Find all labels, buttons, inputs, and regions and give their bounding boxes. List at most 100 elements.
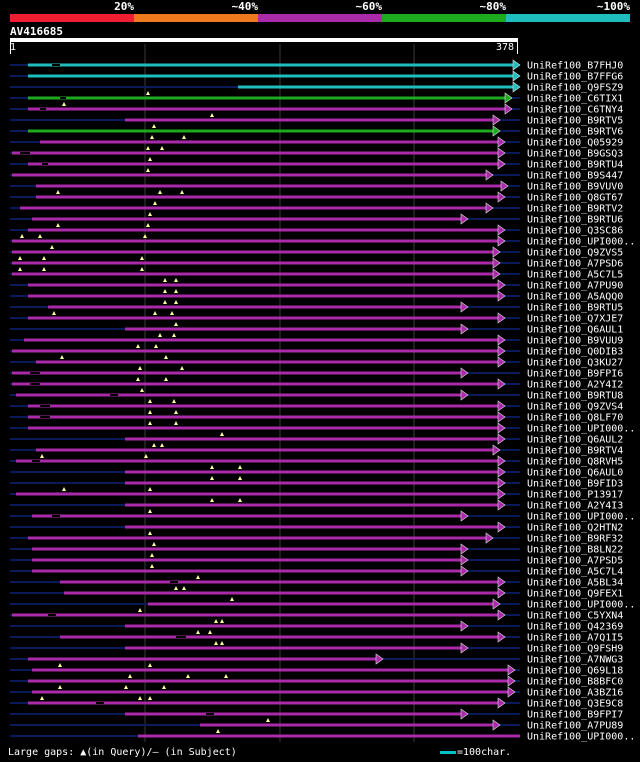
hit-row[interactable]: UniRef100_Q9ZVS4 [10, 399, 623, 413]
hit-row[interactable]: UniRef100_B9RTU8 [10, 388, 623, 402]
hit-label[interactable]: UniRef100_Q3SC86 [527, 226, 623, 237]
hit-label[interactable]: UniRef100_Q69L18 [527, 666, 623, 677]
hit-label[interactable]: UniRef100_Q3KU27 [527, 358, 623, 369]
hit-label[interactable]: UniRef100_UPI000.. [527, 732, 635, 743]
hit-row[interactable]: UniRef100_Q8RVH5 [10, 454, 623, 468]
hit-row[interactable]: UniRef100_A7PU89 [10, 718, 623, 732]
hit-label[interactable]: UniRef100_B9VUV0 [527, 182, 623, 193]
hit-label[interactable]: UniRef100_Q9ZVS4 [527, 402, 623, 413]
hit-row[interactable]: UniRef100_A5BL34 [10, 575, 623, 589]
hit-row[interactable]: UniRef100_Q6AUL1 [10, 322, 623, 336]
hit-label[interactable]: UniRef100_Q9FSH9 [527, 644, 623, 655]
hit-row[interactable]: UniRef100_Q9FSZ9 [10, 81, 623, 94]
hit-label[interactable]: UniRef100_A2Y4I3 [527, 501, 623, 512]
hit-row[interactable]: UniRef100_UPI000.. [10, 597, 635, 611]
hit-label[interactable]: UniRef100_UPI000.. [527, 237, 635, 248]
hit-row[interactable]: UniRef100_B9RTV6 [10, 124, 623, 138]
hit-row[interactable]: UniRef100_B9FPI7 [10, 708, 623, 721]
hit-label[interactable]: UniRef100_Q3E9C8 [527, 699, 623, 710]
hit-label[interactable]: UniRef100_C6TNY4 [527, 105, 623, 116]
hit-row[interactable]: UniRef100_UPI000.. [10, 509, 635, 523]
hit-label[interactable]: UniRef100_UPI000.. [527, 424, 635, 435]
hit-label[interactable]: UniRef100_B9RTV5 [527, 116, 623, 127]
hit-label[interactable]: UniRef100_A5AQQ0 [527, 292, 623, 303]
hit-row[interactable]: UniRef100_B9GSQ3 [10, 146, 623, 160]
hit-row[interactable]: UniRef100_UPI000.. [10, 729, 635, 743]
hit-row[interactable]: UniRef100_B7FFG6 [10, 70, 623, 83]
hit-row[interactable]: UniRef100_Q6AUL2 [10, 432, 623, 446]
hit-row[interactable]: UniRef100_Q8LF70 [10, 410, 623, 424]
hit-label[interactable]: UniRef100_A5BL34 [527, 578, 623, 589]
hit-row[interactable]: UniRef100_B8LN22 [10, 542, 623, 556]
hit-label[interactable]: UniRef100_A7PSD6 [527, 259, 623, 270]
hit-row[interactable]: UniRef100_Q9FSH9 [10, 641, 623, 655]
hit-label[interactable]: UniRef100_B8BFC0 [527, 677, 623, 688]
hit-label[interactable]: UniRef100_Q9ZVS5 [527, 248, 623, 259]
hit-row[interactable]: UniRef100_UPI000.. [10, 421, 635, 435]
hit-label[interactable]: UniRef100_UPI000.. [527, 512, 635, 523]
hit-row[interactable]: UniRef100_A2Y4I2 [10, 377, 623, 391]
hit-row[interactable]: UniRef100_B9S447 [10, 168, 623, 182]
hit-label[interactable]: UniRef100_Q8RVH5 [527, 457, 623, 468]
hit-label[interactable]: UniRef100_B9RTU4 [527, 160, 623, 171]
hit-label[interactable]: UniRef100_A2Y4I2 [527, 380, 623, 391]
hit-row[interactable]: UniRef100_Q6AUL0 [10, 465, 623, 479]
hit-label[interactable]: UniRef100_C6TIX1 [527, 94, 623, 105]
hit-label[interactable]: UniRef100_A3BZ16 [527, 688, 623, 699]
hit-row[interactable]: UniRef100_Q7XJE7 [10, 311, 623, 325]
hit-label[interactable]: UniRef100_Q7XJE7 [527, 314, 623, 325]
hit-label[interactable]: UniRef100_A7NWG3 [527, 655, 623, 666]
hit-label[interactable]: UniRef100_B9RTV4 [527, 446, 623, 457]
hit-row[interactable]: UniRef100_C6TNY4 [10, 102, 623, 116]
hit-row[interactable]: UniRef100_B9FID3 [10, 476, 623, 490]
hit-row[interactable]: UniRef100_Q42369 [10, 619, 623, 633]
hit-label[interactable]: UniRef100_Q8GT67 [527, 193, 623, 204]
hit-label[interactable]: UniRef100_B8LN22 [527, 545, 623, 556]
hit-label[interactable]: UniRef100_B9RTV6 [527, 127, 623, 138]
hit-row[interactable]: UniRef100_A7PSD6 [10, 256, 623, 270]
hit-label[interactable]: UniRef100_A7PU89 [527, 721, 623, 732]
hit-row[interactable]: UniRef100_B8BFC0 [10, 674, 623, 688]
hit-label[interactable]: UniRef100_UPI000.. [527, 600, 635, 611]
hit-row[interactable]: UniRef100_B9VUV0 [10, 180, 623, 193]
hit-label[interactable]: UniRef100_B9FPI7 [527, 710, 623, 721]
hit-row[interactable]: UniRef100_Q9ZVS5 [10, 245, 623, 259]
hit-row[interactable]: UniRef100_B9RTV5 [10, 113, 623, 127]
hit-label[interactable]: UniRef100_B9RTU6 [527, 215, 623, 226]
hit-label[interactable]: UniRef100_A5C7L4 [527, 567, 623, 578]
hit-label[interactable]: UniRef100_A5C7L5 [527, 270, 623, 281]
hit-row[interactable]: UniRef100_B9RTV2 [10, 201, 623, 215]
hit-row[interactable]: UniRef100_B9RTV4 [10, 443, 623, 457]
hit-label[interactable]: UniRef100_B7FHJ0 [527, 61, 623, 72]
hit-row[interactable]: UniRef100_B9RTU4 [10, 157, 623, 171]
hit-label[interactable]: UniRef100_B9S447 [527, 171, 623, 182]
hit-label[interactable]: UniRef100_Q0DIB3 [527, 347, 623, 358]
hit-label[interactable]: UniRef100_C5YXN4 [527, 611, 623, 622]
hit-row[interactable]: UniRef100_B9VUU9 [10, 333, 623, 347]
hit-row[interactable]: UniRef100_B9RTU6 [10, 212, 623, 226]
hit-row[interactable]: UniRef100_Q9FEX1 [10, 586, 623, 600]
hit-label[interactable]: UniRef100_A7Q1I5 [527, 633, 623, 644]
hit-label[interactable]: UniRef100_B9FID3 [527, 479, 623, 490]
hit-row[interactable]: UniRef100_B9FPI6 [10, 366, 623, 380]
hit-label[interactable]: UniRef100_Q6AUL2 [527, 435, 623, 446]
hit-row[interactable]: UniRef100_Q0DIB3 [10, 344, 623, 358]
hit-label[interactable]: UniRef100_Q6AUL1 [527, 325, 623, 336]
hit-label[interactable]: UniRef100_Q42369 [527, 622, 623, 633]
hit-row[interactable]: UniRef100_B9RF32 [10, 531, 623, 545]
hit-row[interactable]: UniRef100_C5YXN4 [10, 608, 623, 622]
hit-row[interactable]: UniRef100_A7Q1I5 [10, 630, 623, 644]
hit-label[interactable]: UniRef100_B9RTV2 [527, 204, 623, 215]
hit-label[interactable]: UniRef100_Q9FSZ9 [527, 83, 623, 94]
hit-row[interactable]: UniRef100_A5AQQ0 [10, 289, 623, 303]
hit-label[interactable]: UniRef100_Q9FEX1 [527, 589, 623, 600]
hit-label[interactable]: UniRef100_B9RTU8 [527, 391, 623, 402]
hit-label[interactable]: UniRef100_A7PU90 [527, 281, 623, 292]
hit-label[interactable]: UniRef100_A7PSD5 [527, 556, 623, 567]
hit-row[interactable]: UniRef100_C6TIX1 [10, 91, 623, 105]
hit-row[interactable]: UniRef100_UPI000.. [10, 234, 635, 248]
hit-row[interactable]: UniRef100_Q05929 [10, 135, 623, 149]
hit-label[interactable]: UniRef100_Q05929 [527, 138, 623, 149]
hit-label[interactable]: UniRef100_B7FFG6 [527, 72, 623, 83]
hit-label[interactable]: UniRef100_B9GSQ3 [527, 149, 623, 160]
